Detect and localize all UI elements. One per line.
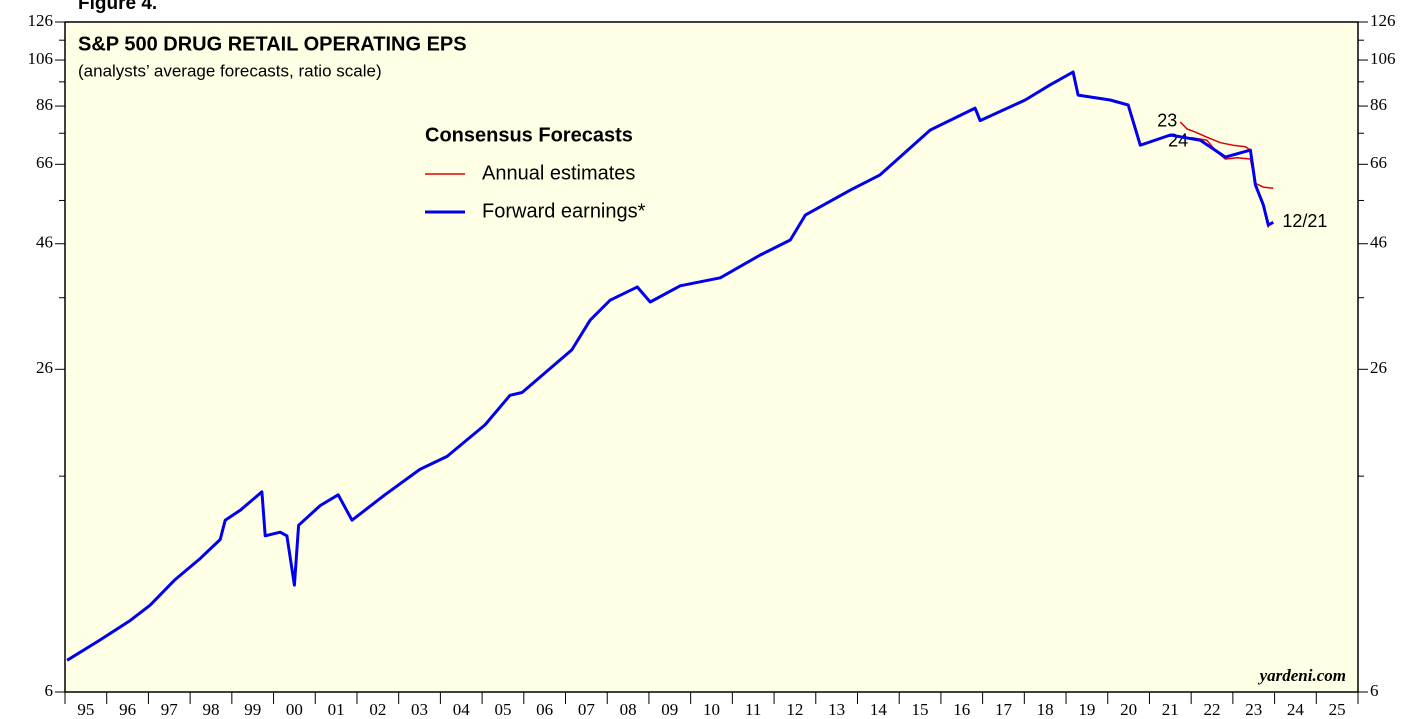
x-tick-label: 24 bbox=[1287, 700, 1305, 719]
source: yardeni.com bbox=[1258, 666, 1346, 685]
y2-tick-label: 86 bbox=[1370, 95, 1387, 114]
x-tick-label: 17 bbox=[995, 700, 1013, 719]
y-tick-label: 126 bbox=[28, 11, 54, 30]
series-line bbox=[66, 70, 1275, 662]
x-tick-label: 06 bbox=[536, 700, 553, 719]
y-tick-label: 66 bbox=[36, 153, 53, 172]
y-tick-label: 6 bbox=[45, 681, 54, 700]
x-tick-label: 03 bbox=[411, 700, 428, 719]
x-tick-label: 19 bbox=[1078, 700, 1095, 719]
end-label: 12/21 bbox=[1282, 211, 1327, 231]
x-tick-label: 01 bbox=[328, 700, 345, 719]
x-tick-label: 02 bbox=[369, 700, 386, 719]
y-tick-label: 46 bbox=[36, 233, 53, 252]
plot-area bbox=[64, 21, 1359, 693]
y2-tick-label: 126 bbox=[1370, 11, 1396, 30]
legend-label: Annual estimates bbox=[482, 162, 635, 184]
x-tick-label: 95 bbox=[77, 700, 94, 719]
y2-tick-label: 106 bbox=[1370, 49, 1396, 68]
chart-subtitle: (analysts’ average forecasts, ratio scal… bbox=[78, 61, 382, 80]
x-tick-label: 96 bbox=[119, 700, 136, 719]
x-tick-label: 13 bbox=[828, 700, 845, 719]
y-tick-label: 106 bbox=[28, 49, 54, 68]
y2-tick-label: 66 bbox=[1370, 153, 1387, 172]
x-tick-label: 05 bbox=[494, 700, 511, 719]
x-tick-label: 11 bbox=[745, 700, 761, 719]
x-tick-label: 21 bbox=[1162, 700, 1179, 719]
y2-tick-label: 46 bbox=[1370, 233, 1387, 252]
x-tick-label: 97 bbox=[161, 700, 179, 719]
y-tick-label: 26 bbox=[36, 358, 53, 377]
series-label: 24 bbox=[1168, 130, 1188, 150]
x-tick-label: 22 bbox=[1204, 700, 1221, 719]
figure-label: Figure 4. bbox=[78, 0, 157, 14]
series-label: 23 bbox=[1157, 111, 1177, 131]
x-tick-label: 16 bbox=[953, 700, 970, 719]
x-tick-label: 98 bbox=[202, 700, 219, 719]
chart-title: S&P 500 DRUG RETAIL OPERATING EPS bbox=[78, 33, 467, 55]
x-tick-label: 10 bbox=[703, 700, 720, 719]
x-tick-label: 09 bbox=[661, 700, 678, 719]
x-tick-label: 18 bbox=[1037, 700, 1054, 719]
series-line bbox=[1191, 136, 1274, 189]
x-tick-label: 12 bbox=[786, 700, 803, 719]
legend-title: Consensus Forecasts bbox=[425, 124, 633, 146]
x-tick-label: 15 bbox=[912, 700, 929, 719]
legend-label: Forward earnings* bbox=[482, 200, 646, 222]
y2-tick-label: 6 bbox=[1370, 681, 1379, 700]
x-tick-label: 07 bbox=[578, 700, 596, 719]
y2-tick-label: 26 bbox=[1370, 358, 1387, 377]
x-tick-label: 00 bbox=[286, 700, 303, 719]
x-tick-label: 25 bbox=[1329, 700, 1346, 719]
x-tick-label: 04 bbox=[453, 700, 471, 719]
x-tick-label: 20 bbox=[1120, 700, 1137, 719]
x-tick-label: 14 bbox=[870, 700, 888, 719]
x-tick-label: 23 bbox=[1245, 700, 1262, 719]
y-tick-label: 86 bbox=[36, 95, 53, 114]
x-tick-label: 08 bbox=[620, 700, 637, 719]
x-tick-label: 99 bbox=[244, 700, 261, 719]
